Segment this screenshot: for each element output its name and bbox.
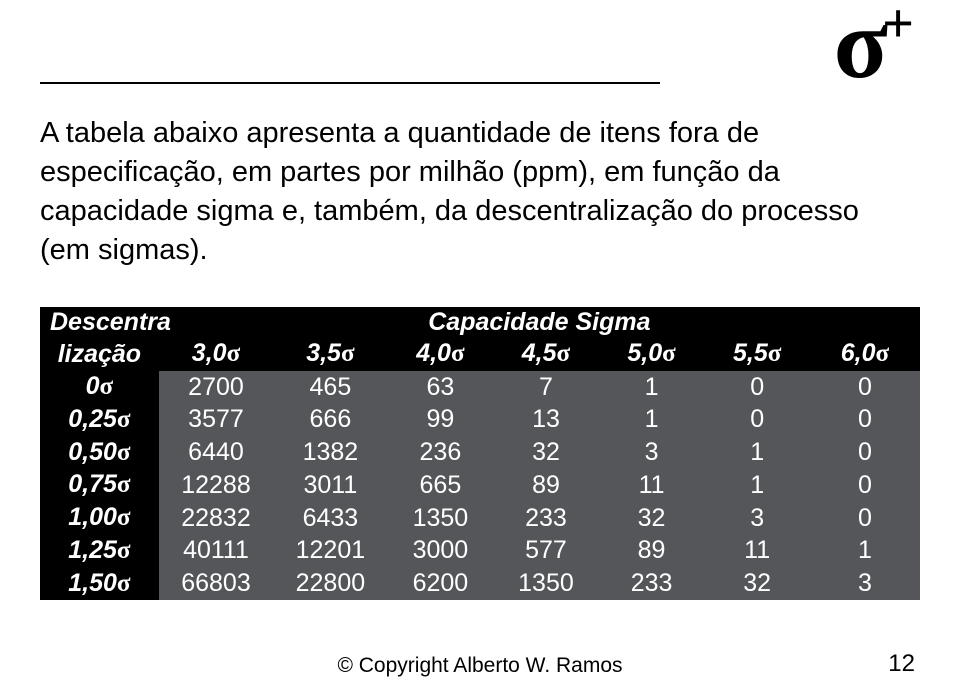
sigma-plus-logo: σ+ xyxy=(834,0,920,100)
table-cell: 665 xyxy=(388,469,494,502)
table-cell: 66803 xyxy=(159,568,273,601)
table-cell: 465 xyxy=(273,371,387,404)
table-column-header: 3,0σ xyxy=(159,338,273,371)
table-row-label: 1,50σ xyxy=(40,568,159,601)
table-cell: 0 xyxy=(810,437,920,470)
table-row: 0,25σ35776669913100 xyxy=(40,404,920,437)
table-column-header: 5,0σ xyxy=(599,338,705,371)
table-cell: 666 xyxy=(273,404,387,437)
table-column-header: 5,5σ xyxy=(704,338,810,371)
table-cell: 11 xyxy=(704,535,810,568)
table-row: 1,00σ22832643313502333230 xyxy=(40,502,920,535)
table-cell: 2700 xyxy=(159,371,273,404)
table-cell: 233 xyxy=(599,568,705,601)
table-row-label: 1,25σ xyxy=(40,535,159,568)
table-cell: 3 xyxy=(704,502,810,535)
table-cell: 22800 xyxy=(273,568,387,601)
table-column-header: 6,0σ xyxy=(810,338,920,371)
table-cell: 577 xyxy=(493,535,599,568)
table-cell: 22832 xyxy=(159,502,273,535)
plus-icon: + xyxy=(882,0,914,52)
table-cell: 12201 xyxy=(273,535,387,568)
table-cell: 6440 xyxy=(159,437,273,470)
table-cell: 0 xyxy=(810,469,920,502)
copyright: © Copyright Alberto W. Ramos xyxy=(0,654,960,678)
table-row-label: 0,50σ xyxy=(40,437,159,470)
table-cell: 236 xyxy=(388,437,494,470)
table-cell: 1 xyxy=(599,404,705,437)
table-row: 0,75σ122883011665891110 xyxy=(40,469,920,502)
table-cell: 1350 xyxy=(493,568,599,601)
table-cell: 11 xyxy=(599,469,705,502)
table-cell: 3 xyxy=(599,437,705,470)
table-cell: 3011 xyxy=(273,469,387,502)
table-cell: 1 xyxy=(810,535,920,568)
table-header-left-bottom: lização xyxy=(40,338,159,371)
table-cell: 13 xyxy=(493,404,599,437)
table-cell: 0 xyxy=(704,371,810,404)
table-row-label: 0,75σ xyxy=(40,469,159,502)
table-cell: 1350 xyxy=(388,502,494,535)
table-row: 0,50σ6440138223632310 xyxy=(40,437,920,470)
table-cell: 1 xyxy=(704,469,810,502)
table-cell: 32 xyxy=(704,568,810,601)
intro-paragraph: A tabela abaixo apresenta a quantidade d… xyxy=(40,114,895,271)
table-row: 0σ2700465637100 xyxy=(40,371,920,404)
table-header-left-top: Descentra xyxy=(40,307,159,339)
page-number: 12 xyxy=(888,650,915,678)
table-cell: 0 xyxy=(810,502,920,535)
table-row-label: 0σ xyxy=(40,371,159,404)
table-cell: 7 xyxy=(493,371,599,404)
table-cell: 0 xyxy=(704,404,810,437)
table-column-header: 4,5σ xyxy=(493,338,599,371)
table-cell: 0 xyxy=(810,371,920,404)
table-cell: 32 xyxy=(599,502,705,535)
table-cell: 3 xyxy=(810,568,920,601)
table-cell: 40111 xyxy=(159,535,273,568)
table-cell: 3577 xyxy=(159,404,273,437)
table-cell: 32 xyxy=(493,437,599,470)
table-cell: 6433 xyxy=(273,502,387,535)
table-cell: 1382 xyxy=(273,437,387,470)
table-header-capacity: Capacidade Sigma xyxy=(159,307,920,339)
table-cell: 3000 xyxy=(388,535,494,568)
table-cell: 89 xyxy=(493,469,599,502)
header-rule xyxy=(40,82,660,84)
table-cell: 12288 xyxy=(159,469,273,502)
table-row: 1,50σ668032280062001350233323 xyxy=(40,568,920,601)
table-cell: 0 xyxy=(810,404,920,437)
table-cell: 63 xyxy=(388,371,494,404)
table-row-label: 0,25σ xyxy=(40,404,159,437)
table-cell: 1 xyxy=(704,437,810,470)
table-cell: 233 xyxy=(493,502,599,535)
table-column-header: 4,0σ xyxy=(388,338,494,371)
table-cell: 99 xyxy=(388,404,494,437)
table-row: 1,25σ4011112201300057789111 xyxy=(40,535,920,568)
table-cell: 1 xyxy=(599,371,705,404)
table-row-label: 1,00σ xyxy=(40,502,159,535)
sigma-icon: σ xyxy=(834,0,888,94)
table-column-header: 3,5σ xyxy=(273,338,387,371)
sigma-capacity-table: DescentraCapacidade Sigmalização3,0σ3,5σ… xyxy=(40,307,920,601)
table-cell: 89 xyxy=(599,535,705,568)
table-cell: 6200 xyxy=(388,568,494,601)
